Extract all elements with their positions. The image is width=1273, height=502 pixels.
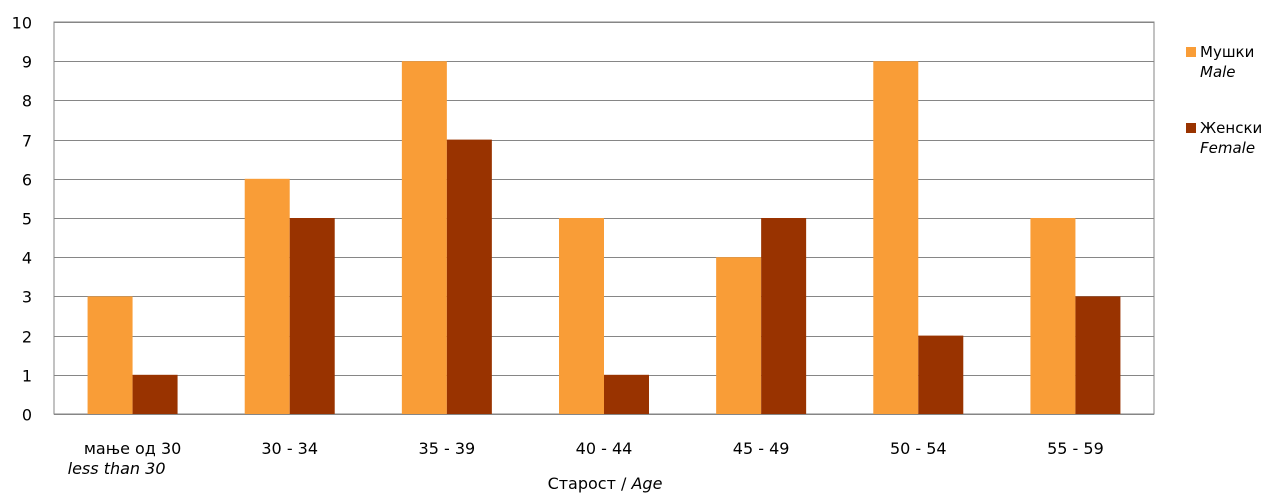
x-axis-title-sr: Старост / — [547, 474, 632, 493]
legend: Мушки Male Женски Female — [1186, 42, 1262, 194]
y-tick-label: 2 — [22, 328, 32, 347]
y-tick-label: 9 — [22, 53, 32, 72]
y-tick-label: 3 — [22, 288, 32, 307]
legend-label-female: Женски — [1200, 119, 1263, 137]
bar-male-2 — [401, 61, 447, 414]
x-axis-title-en: Age — [631, 474, 663, 493]
y-tick-label: 8 — [22, 92, 32, 111]
legend-item-female: Женски Female — [1186, 118, 1262, 158]
bar-female-4 — [761, 218, 807, 414]
legend-label-male: Мушки — [1200, 43, 1255, 61]
y-tick-label: 5 — [22, 210, 32, 229]
legend-label-female-en: Female — [1200, 139, 1256, 157]
bar-female-6 — [1075, 296, 1121, 414]
y-tick-label: 10 — [12, 14, 32, 33]
x-tick-label: мање од 30 — [84, 439, 181, 458]
bar-male-1 — [244, 178, 290, 414]
y-tick-label: 4 — [22, 249, 32, 268]
x-axis-title: Старост / Age — [0, 474, 1210, 493]
x-tick-label: 55 - 59 — [1047, 439, 1104, 458]
y-tick-label: 0 — [22, 406, 32, 425]
bar-female-0 — [132, 374, 178, 414]
bar-female-3 — [604, 374, 649, 414]
bar-male-6 — [1030, 218, 1076, 414]
x-tick-label: 45 - 49 — [733, 439, 790, 458]
x-tick-label: 35 - 39 — [419, 439, 476, 458]
legend-label-male-en: Male — [1200, 63, 1236, 81]
bar-female-1 — [289, 218, 335, 414]
x-tick-label-en: less than 30 — [68, 459, 166, 478]
y-tick-label: 7 — [22, 132, 32, 151]
y-tick-label: 6 — [22, 171, 32, 190]
y-tick-label: 1 — [22, 367, 32, 386]
bar-female-5 — [918, 335, 964, 414]
legend-item-male: Мушки Male — [1186, 42, 1262, 82]
x-tick-label: 50 - 54 — [890, 439, 947, 458]
bar-male-4 — [716, 257, 762, 414]
bar-female-2 — [446, 139, 492, 414]
x-tick-label: 40 - 44 — [576, 439, 633, 458]
bar-male-5 — [873, 61, 919, 414]
bar-male-3 — [559, 218, 604, 414]
x-tick-label: 30 - 34 — [261, 439, 318, 458]
legend-swatch-male — [1186, 47, 1196, 57]
legend-swatch-female — [1186, 123, 1196, 133]
bar-male-0 — [87, 296, 133, 414]
